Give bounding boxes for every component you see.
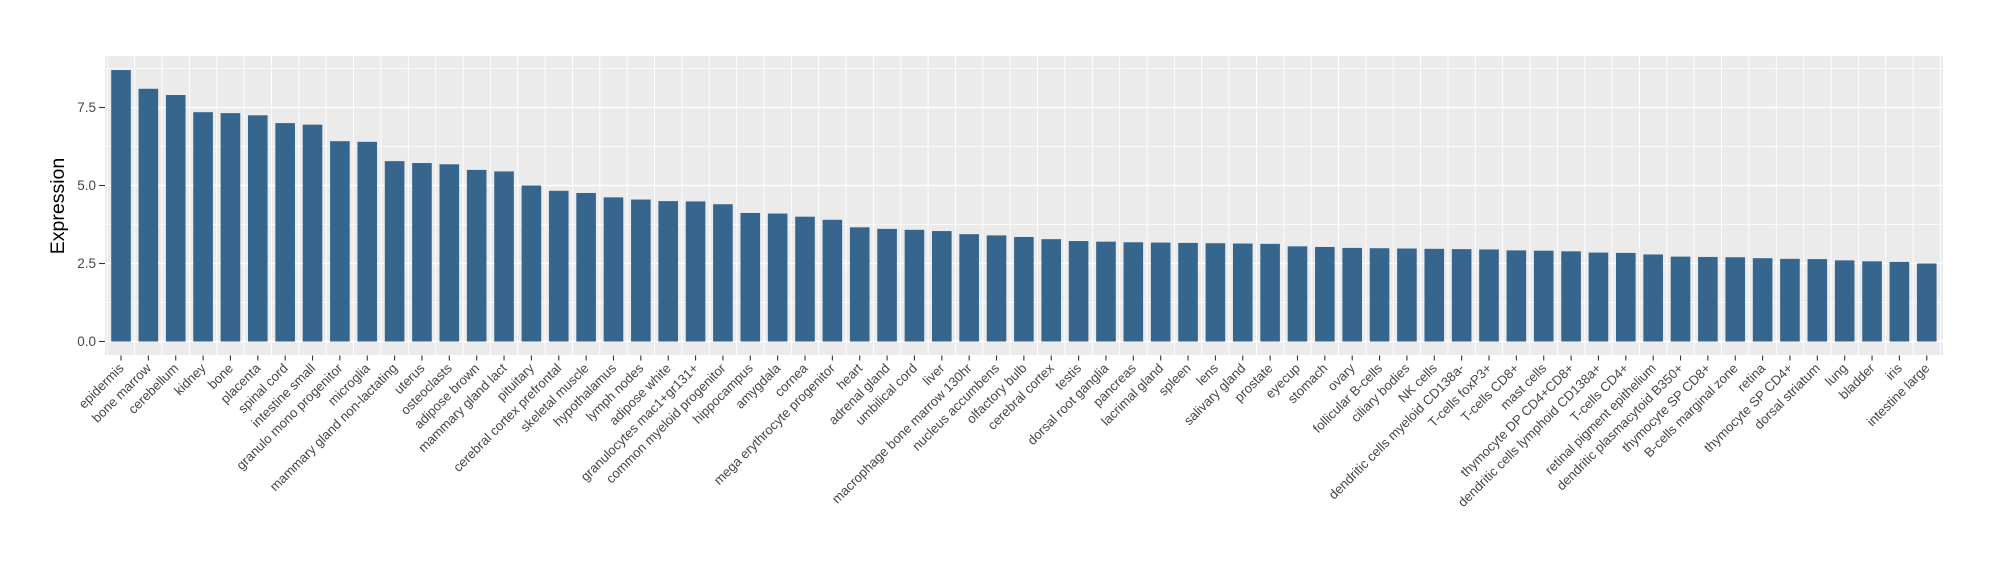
bar xyxy=(1698,256,1718,342)
bar xyxy=(1780,258,1800,342)
bar xyxy=(1588,252,1609,342)
bar xyxy=(1807,259,1828,342)
bar xyxy=(1397,248,1417,342)
bar xyxy=(1068,241,1089,342)
bar xyxy=(193,112,213,342)
bar xyxy=(767,213,788,342)
bar xyxy=(1342,247,1362,342)
bar xyxy=(713,204,733,342)
bar xyxy=(494,171,514,342)
bar xyxy=(1506,250,1527,342)
bar xyxy=(138,88,159,342)
bar xyxy=(1232,243,1253,342)
bar xyxy=(685,201,706,342)
bar xyxy=(849,227,870,342)
bar xyxy=(1451,249,1472,342)
bar xyxy=(248,115,268,342)
bar xyxy=(330,141,350,342)
bar xyxy=(986,235,1007,342)
bar xyxy=(1479,249,1499,342)
bar xyxy=(521,185,542,342)
bar xyxy=(1752,258,1773,342)
bar xyxy=(822,219,843,342)
bar xyxy=(1725,257,1746,342)
bar xyxy=(1834,260,1855,342)
bar xyxy=(412,163,432,342)
bar xyxy=(1616,252,1636,342)
bar xyxy=(1096,241,1116,342)
bar xyxy=(111,70,131,342)
bar xyxy=(1561,251,1581,342)
bar xyxy=(1150,242,1171,342)
bar xyxy=(932,231,952,342)
bar xyxy=(220,113,241,342)
bar xyxy=(603,197,624,342)
bar xyxy=(576,192,596,342)
bar xyxy=(1014,236,1034,342)
bar xyxy=(1123,242,1144,342)
bar xyxy=(904,229,925,342)
bar xyxy=(1369,248,1390,342)
bar xyxy=(795,216,815,342)
bar xyxy=(740,212,761,342)
bar xyxy=(165,95,186,342)
bar xyxy=(1315,246,1335,342)
bar xyxy=(1260,243,1280,342)
bar xyxy=(631,199,651,342)
bar xyxy=(357,141,378,342)
bar xyxy=(1287,246,1308,342)
bar xyxy=(959,234,979,342)
bar xyxy=(384,161,405,342)
y-tick-label: 5.0 xyxy=(77,178,96,193)
y-tick-label: 2.5 xyxy=(77,256,96,271)
bar xyxy=(1916,263,1937,342)
bar xyxy=(466,169,487,342)
bar xyxy=(275,123,295,342)
bar xyxy=(548,190,569,342)
bar xyxy=(658,201,678,342)
bar xyxy=(1670,256,1691,342)
bar xyxy=(877,228,897,342)
bar xyxy=(1533,250,1554,342)
bar xyxy=(1643,254,1663,342)
bar xyxy=(1862,261,1882,342)
bar xyxy=(1424,248,1445,342)
x-tick-label: kidney xyxy=(171,360,209,398)
bar xyxy=(439,164,460,342)
bar xyxy=(302,124,323,342)
y-tick-label: 7.5 xyxy=(77,100,96,115)
bar xyxy=(1205,243,1226,342)
y-tick-label: 0.0 xyxy=(77,334,96,349)
bar xyxy=(1178,242,1198,342)
bar xyxy=(1889,261,1910,342)
bar xyxy=(1041,239,1062,342)
y-axis-title: Expression xyxy=(47,158,69,254)
